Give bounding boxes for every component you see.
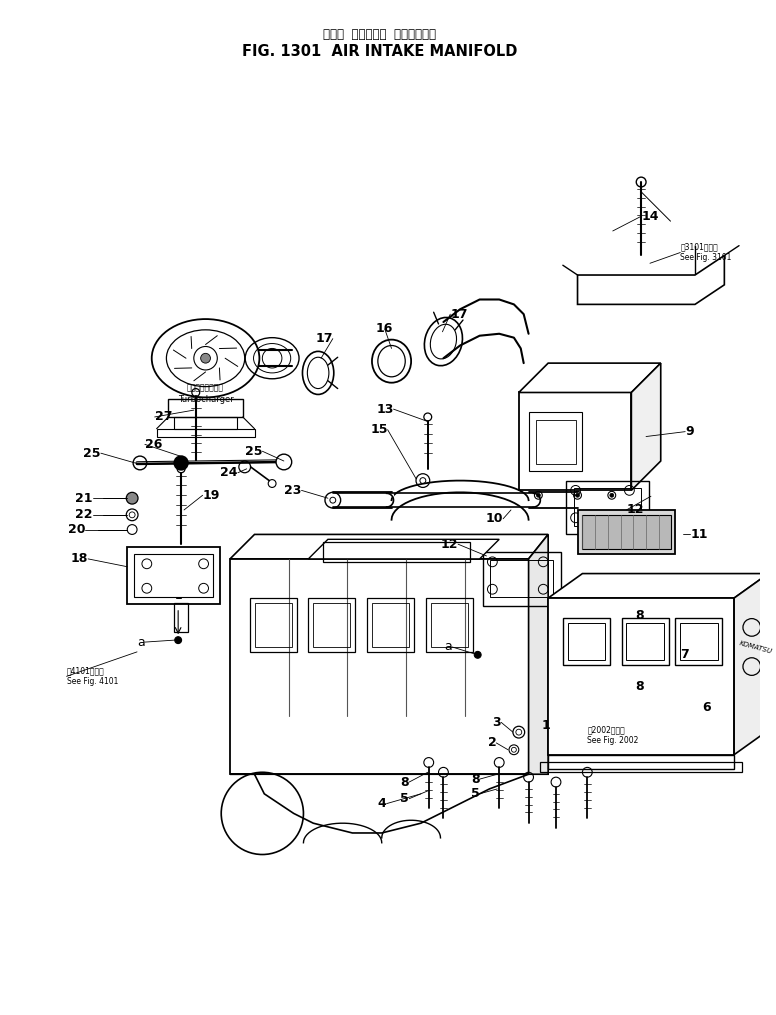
Circle shape [276, 454, 292, 470]
Text: 6: 6 [702, 701, 711, 715]
Text: a: a [137, 635, 145, 649]
Text: 20: 20 [68, 523, 85, 536]
Circle shape [610, 493, 614, 497]
Polygon shape [308, 539, 499, 559]
Text: 12: 12 [626, 503, 644, 517]
Text: KOMATSU: KOMATSU [739, 639, 774, 655]
Bar [573, 488, 641, 526]
Bar [563, 617, 610, 665]
Circle shape [576, 493, 580, 497]
Text: 17: 17 [315, 332, 333, 345]
Text: エアー  インテーク  マニホールド: エアー インテーク マニホールド [324, 28, 436, 42]
Bar [483, 552, 561, 606]
Bar [548, 755, 734, 769]
Bar [127, 547, 220, 604]
Text: 27: 27 [154, 410, 172, 423]
Text: 7: 7 [681, 649, 689, 662]
Bar [314, 603, 351, 647]
Bar [175, 603, 188, 632]
Text: 第3101図参照
See Fig. 3101: 第3101図参照 See Fig. 3101 [681, 243, 732, 262]
Polygon shape [528, 535, 548, 774]
Text: 26: 26 [145, 437, 162, 451]
Bar [255, 603, 292, 647]
Text: 21: 21 [75, 491, 93, 504]
Text: 15: 15 [370, 423, 388, 436]
Polygon shape [577, 256, 724, 304]
Bar [566, 480, 649, 535]
Bar [367, 598, 414, 652]
Circle shape [126, 492, 138, 504]
Bar [157, 428, 255, 436]
Bar [536, 420, 576, 464]
Text: 3: 3 [493, 716, 501, 729]
Bar [250, 598, 296, 652]
Text: 第2002図参照
See Fig. 2002: 第2002図参照 See Fig. 2002 [587, 726, 639, 745]
Bar [675, 617, 722, 665]
Text: 14: 14 [641, 210, 659, 222]
Text: 22: 22 [75, 509, 93, 522]
Text: 8: 8 [471, 772, 480, 786]
Bar [519, 393, 632, 490]
Circle shape [175, 636, 182, 644]
Text: Turbocharger: Turbocharger [178, 395, 234, 404]
Bar [540, 762, 742, 772]
Text: 25: 25 [245, 445, 262, 458]
Bar [372, 603, 409, 647]
Bar [528, 412, 583, 471]
Text: 8: 8 [636, 609, 644, 622]
Text: 11: 11 [690, 528, 708, 541]
Bar [577, 510, 675, 554]
Circle shape [201, 353, 210, 363]
Polygon shape [230, 559, 528, 774]
Text: 13: 13 [376, 403, 393, 415]
Text: a: a [445, 640, 452, 654]
Polygon shape [548, 598, 734, 755]
Circle shape [175, 456, 188, 470]
Text: 25: 25 [83, 447, 101, 460]
Bar [168, 399, 243, 417]
Text: 2: 2 [487, 737, 497, 749]
Circle shape [536, 493, 540, 497]
Text: 18: 18 [71, 552, 88, 565]
Text: 24: 24 [220, 466, 238, 479]
Text: 5: 5 [400, 793, 409, 805]
Bar [175, 417, 237, 428]
Polygon shape [548, 573, 768, 598]
Text: 8: 8 [400, 775, 409, 789]
Circle shape [474, 652, 481, 659]
Polygon shape [519, 363, 660, 393]
Text: 4: 4 [378, 797, 386, 810]
Bar [323, 542, 469, 562]
Text: ターボチャージャ: ターボチャージャ [187, 383, 224, 392]
Text: 10: 10 [486, 513, 503, 525]
Text: 23: 23 [284, 484, 302, 497]
Text: 19: 19 [203, 489, 220, 501]
Text: 5: 5 [471, 788, 480, 800]
Bar [134, 554, 213, 597]
Polygon shape [230, 774, 528, 833]
Polygon shape [230, 535, 548, 559]
Text: 8: 8 [636, 680, 644, 692]
Polygon shape [734, 573, 768, 755]
Bar [583, 515, 670, 549]
Bar [490, 560, 553, 597]
Bar [431, 603, 468, 647]
Text: 17: 17 [450, 308, 468, 321]
Bar [426, 598, 473, 652]
Text: 12: 12 [441, 538, 458, 551]
Polygon shape [632, 363, 660, 490]
Bar [681, 622, 718, 660]
Bar [626, 622, 663, 660]
Bar [308, 598, 355, 652]
Text: 1: 1 [542, 719, 550, 732]
Text: 16: 16 [376, 323, 393, 335]
Text: 第4101図参照
See Fig. 4101: 第4101図参照 See Fig. 4101 [67, 667, 118, 686]
Bar [568, 622, 605, 660]
Text: 9: 9 [685, 425, 694, 438]
Bar [622, 617, 669, 665]
Text: FIG. 1301  AIR INTAKE MANIFOLD: FIG. 1301 AIR INTAKE MANIFOLD [242, 44, 518, 59]
